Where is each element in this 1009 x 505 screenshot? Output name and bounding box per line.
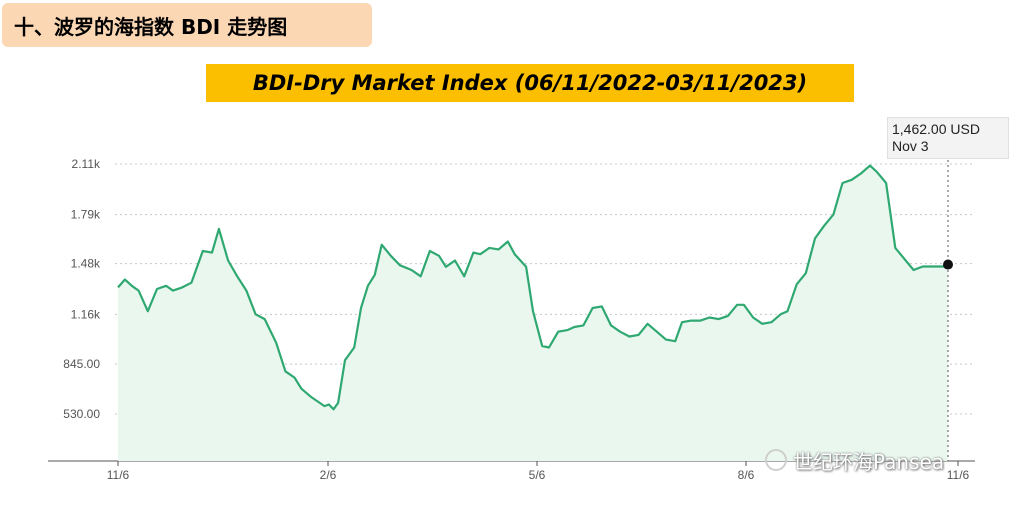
- y-tick-label: 1.48k: [71, 257, 101, 271]
- x-tick-label: 5/6: [529, 468, 546, 482]
- x-tick-label: 2/6: [320, 468, 337, 482]
- section-title-text: 十、波罗的海指数 BDI 走势图: [14, 15, 288, 39]
- y-tick-label: 845.00: [63, 357, 100, 371]
- highlight-marker: [943, 259, 953, 270]
- x-tick-label: 11/6: [947, 468, 970, 482]
- x-axis: 11/6 2/6 5/6 8/6 11/6: [107, 461, 970, 482]
- y-tick-label: 1.79k: [71, 208, 101, 222]
- y-tick-label: 2.11k: [72, 157, 101, 171]
- x-tick-label: 11/6: [107, 468, 130, 482]
- chart-title: BDI-Dry Market Index (06/11/2022-03/11/2…: [206, 64, 854, 102]
- section-title: 十、波罗的海指数 BDI 走势图: [2, 3, 372, 47]
- chart-title-text: BDI-Dry Market Index (06/11/2022-03/11/2…: [252, 71, 808, 95]
- y-tick-label: 530.00: [63, 407, 100, 421]
- tooltip-date: Nov 3: [892, 138, 929, 154]
- watermark-text: 世纪环海Pansea: [793, 450, 945, 474]
- series-line: [117, 164, 948, 411]
- tooltip-value: 1,462.00 USD: [892, 121, 980, 137]
- x-tick-label: 8/6: [738, 468, 755, 482]
- y-axis: 530.00 845.00 1.16k 1.48k 1.79k 2.11k: [63, 157, 101, 421]
- y-tick-label: 1.16k: [71, 307, 101, 321]
- value-tooltip: 1,462.00 USD Nov 3: [887, 117, 1009, 159]
- wechat-icon: [765, 449, 787, 471]
